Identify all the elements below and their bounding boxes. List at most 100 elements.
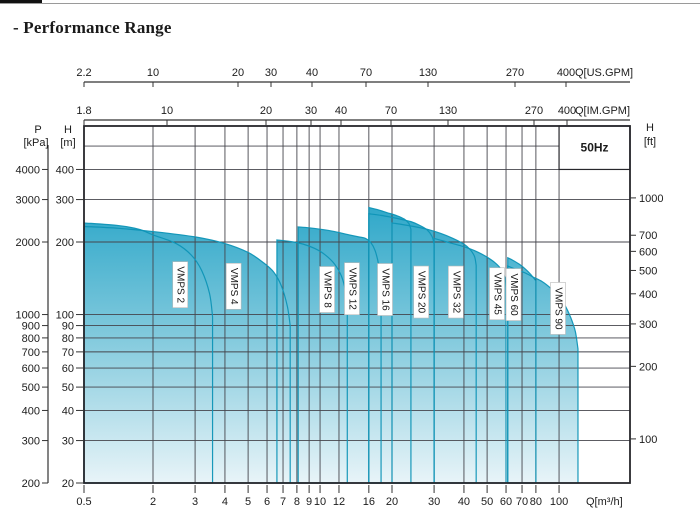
m3h-tick-label: 16 — [363, 496, 375, 508]
head-ft-tick-label: 400 — [639, 289, 657, 301]
m3h-tick-label: 30 — [428, 496, 440, 508]
head-ft-axis-unit: [ft] — [644, 136, 656, 148]
pump-label-text: VMPS 20 — [416, 271, 427, 314]
m3h-axis-label: Q[m³/h] — [586, 496, 623, 508]
page-top-rule — [0, 3, 700, 4]
im-gpm-tick-label: 70 — [385, 105, 397, 117]
us-gpm-tick-label: 400 — [557, 67, 575, 79]
pump-region-vmps-12 — [298, 226, 382, 484]
pump-label-box — [413, 265, 430, 319]
pump-label-vmps-90: VMPS 90 — [550, 282, 566, 335]
im-gpm-tick-label: 1.8 — [76, 105, 91, 117]
m3h-tick-label: 10 — [314, 496, 326, 508]
us-gpm-axis-label: Q[US.GPM] — [575, 67, 633, 79]
head-m-tick-label: 100 — [56, 310, 74, 322]
pressure-tick-label: 3000 — [16, 195, 40, 207]
pump-label-box — [550, 282, 566, 335]
us-gpm-tick-label: 20 — [232, 67, 244, 79]
head-m-tick-label: 40 — [62, 405, 74, 417]
head-ft-tick-label: 300 — [639, 319, 657, 331]
m3h-tick-label: 40 — [458, 496, 470, 508]
m3h-tick-label: 80 — [530, 496, 542, 508]
us-gpm-tick-label: 30 — [265, 67, 277, 79]
pump-label-vmps-45: VMPS 45 — [489, 267, 505, 321]
us-gpm-tick-label: 70 — [360, 67, 372, 79]
m3h-tick-label: 12 — [333, 496, 345, 508]
m3h-tick-label: 70 — [516, 496, 528, 508]
pressure-tick-label: 900 — [22, 321, 40, 333]
us-gpm-tick-label: 270 — [506, 67, 524, 79]
pump-region-edge-vmps-2 — [83, 222, 214, 484]
pump-label-text: VMPS 8 — [322, 271, 333, 308]
frequency-box — [558, 125, 631, 171]
pump-label-box — [377, 263, 393, 316]
pump-label-vmps-20: VMPS 20 — [413, 265, 430, 319]
head-m-tick-label: 200 — [56, 237, 74, 249]
im-gpm-tick-label: 400 — [558, 105, 576, 117]
frequency-label: 50Hz — [581, 141, 609, 155]
pump-region-edge-vmps-20 — [368, 213, 435, 484]
im-gpm-axis-label: Q[IM.GPM] — [575, 105, 630, 117]
m3h-tick-label: 6 — [264, 496, 270, 508]
m3h-tick-label: 5 — [245, 496, 251, 508]
m3h-tick-label: 3 — [192, 496, 198, 508]
pump-label-box — [344, 262, 360, 316]
pressure-tick-label: 200 — [22, 478, 40, 490]
head-ft-tick-label: 600 — [639, 246, 657, 258]
pump-label-box — [225, 262, 242, 310]
head-m-tick-label: 30 — [62, 436, 74, 448]
m3h-tick-label: 50 — [481, 496, 493, 508]
pressure-tick-label: 400 — [22, 405, 40, 417]
pump-label-text: VMPS 12 — [346, 268, 357, 311]
pump-region-edge-vmps-16 — [368, 206, 412, 484]
pump-region-edge-vmps-32 — [391, 222, 477, 484]
head-m-tick-label: 400 — [56, 164, 74, 176]
pump-label-text: VMPS 60 — [508, 273, 519, 316]
m3h-tick-label: 0.5 — [76, 496, 91, 508]
plot-border — [83, 125, 631, 484]
head-ft-tick-label: 100 — [639, 434, 657, 446]
head-m-tick-label: 60 — [62, 363, 74, 375]
pressure-axis-unit: [kPa] — [23, 137, 48, 149]
m3h-tick-label: 4 — [222, 496, 228, 508]
pressure-tick-label: 800 — [22, 333, 40, 345]
im-gpm-tick-label: 10 — [161, 105, 173, 117]
pressure-tick-label: 500 — [22, 382, 40, 394]
pump-region-edge-vmps-4 — [83, 225, 291, 484]
im-gpm-tick-label: 270 — [525, 105, 543, 117]
head-m-tick-label: 20 — [62, 478, 74, 490]
im-gpm-tick-label: 30 — [305, 105, 317, 117]
m3h-tick-label: 20 — [386, 496, 398, 508]
pressure-tick-label: 4000 — [16, 164, 40, 176]
m3h-tick-label: 60 — [500, 496, 512, 508]
pump-label-text: VMPS 90 — [553, 287, 564, 330]
pump-label-vmps-8: VMPS 8 — [319, 266, 335, 313]
page-title: - Performance Range — [13, 18, 172, 37]
head-ft-tick-label: 1000 — [639, 193, 663, 205]
pump-label-box — [319, 266, 335, 313]
pump-label-vmps-4: VMPS 4 — [225, 262, 242, 310]
m3h-tick-label: 7 — [280, 496, 286, 508]
pressure-tick-label: 700 — [22, 347, 40, 359]
pump-label-text: VMPS 2 — [175, 266, 186, 303]
head-m-tick-label: 300 — [56, 195, 74, 207]
pump-label-box — [489, 267, 505, 321]
m3h-tick-label: 2 — [150, 496, 156, 508]
us-gpm-tick-label: 2.2 — [76, 67, 91, 79]
pump-label-vmps-60: VMPS 60 — [505, 268, 522, 321]
pressure-tick-label: 300 — [22, 436, 40, 448]
pump-label-text: VMPS 45 — [492, 273, 503, 316]
m3h-tick-label: 9 — [306, 496, 312, 508]
us-gpm-tick-label: 10 — [147, 67, 159, 79]
m3h-tick-label: 8 — [294, 496, 300, 508]
head-ft-tick-label: 700 — [639, 230, 657, 242]
pump-label-vmps-2: VMPS 2 — [172, 261, 189, 308]
pump-label-vmps-32: VMPS 32 — [448, 265, 464, 319]
pump-label-vmps-16: VMPS 16 — [377, 263, 393, 316]
page-corner-bar — [0, 0, 42, 4]
pump-label-text: VMPS 16 — [380, 268, 391, 311]
head-ft-tick-label: 200 — [639, 361, 657, 373]
pump-region-edge-vmps-12 — [297, 226, 382, 484]
pump-label-box — [172, 261, 189, 308]
